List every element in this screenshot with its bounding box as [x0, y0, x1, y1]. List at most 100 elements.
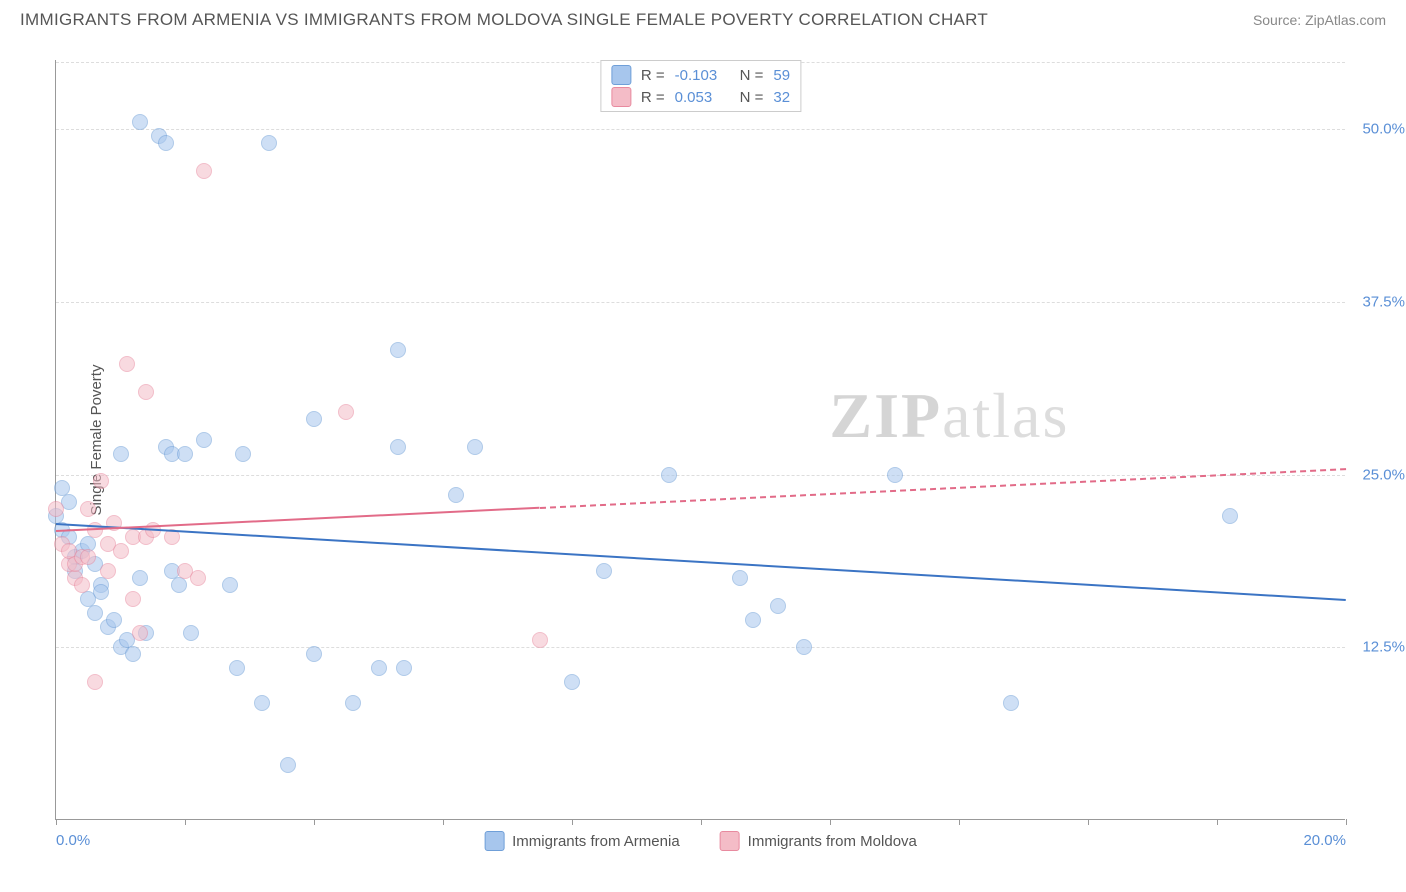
data-point-armenia [390, 439, 406, 455]
trend-line [56, 506, 540, 531]
data-point-moldova [74, 577, 90, 593]
series-legend-label: Immigrants from Armenia [512, 833, 680, 850]
data-point-armenia [1003, 695, 1019, 711]
x-tick [959, 819, 960, 825]
data-point-armenia [596, 563, 612, 579]
x-tick [56, 819, 57, 825]
data-point-armenia [261, 135, 277, 151]
data-point-armenia [306, 411, 322, 427]
legend-swatch [611, 65, 631, 85]
data-point-armenia [132, 114, 148, 130]
x-tick-label: 20.0% [1303, 832, 1346, 849]
data-point-armenia [183, 625, 199, 641]
legend-r-label: R = [641, 89, 665, 106]
y-tick-label: 25.0% [1350, 466, 1405, 483]
data-point-armenia [564, 674, 580, 690]
legend-swatch [611, 87, 631, 107]
legend-row-moldova: R = 0.053 N = 32 [611, 87, 790, 107]
data-point-moldova [196, 163, 212, 179]
data-point-moldova [119, 356, 135, 372]
data-point-armenia [448, 487, 464, 503]
data-point-moldova [125, 591, 141, 607]
legend-r-label: R = [641, 67, 665, 84]
x-tick [443, 819, 444, 825]
x-tick [701, 819, 702, 825]
watermark: ZIPatlas [829, 379, 1069, 453]
x-tick [1217, 819, 1218, 825]
data-point-armenia [229, 660, 245, 676]
data-point-armenia [661, 467, 677, 483]
data-point-armenia [106, 612, 122, 628]
gridline [56, 302, 1345, 303]
data-point-armenia [196, 432, 212, 448]
data-point-moldova [138, 384, 154, 400]
data-point-armenia [235, 446, 251, 462]
trend-line [56, 523, 1346, 601]
x-tick [1346, 819, 1347, 825]
data-point-armenia [306, 646, 322, 662]
data-point-armenia [371, 660, 387, 676]
data-point-moldova [532, 632, 548, 648]
x-tick-label: 0.0% [56, 832, 90, 849]
data-point-armenia [887, 467, 903, 483]
x-tick [1088, 819, 1089, 825]
data-point-armenia [177, 446, 193, 462]
gridline [56, 475, 1345, 476]
data-point-armenia [113, 446, 129, 462]
gridline [56, 647, 1345, 648]
data-point-armenia [93, 584, 109, 600]
data-point-armenia [171, 577, 187, 593]
data-point-armenia [132, 570, 148, 586]
correlation-legend: R = -0.103 N = 59 R = 0.053 N = 32 [600, 60, 801, 112]
series-legend-item-armenia: Immigrants from Armenia [484, 831, 680, 851]
data-point-armenia [222, 577, 238, 593]
x-tick [572, 819, 573, 825]
chart-title: IMMIGRANTS FROM ARMENIA VS IMMIGRANTS FR… [20, 10, 988, 30]
y-tick-label: 12.5% [1350, 639, 1405, 656]
data-point-armenia [796, 639, 812, 655]
series-legend: Immigrants from Armenia Immigrants from M… [484, 831, 917, 851]
scatter-chart: Single Female Poverty ZIPatlas R = -0.103… [55, 60, 1345, 820]
legend-swatch [484, 831, 504, 851]
data-point-moldova [80, 501, 96, 517]
data-point-armenia [125, 646, 141, 662]
data-point-moldova [113, 543, 129, 559]
legend-n-value: 32 [773, 89, 790, 106]
data-point-armenia [745, 612, 761, 628]
data-point-armenia [280, 757, 296, 773]
legend-n-value: 59 [773, 67, 790, 84]
legend-n-label: N = [740, 67, 764, 84]
data-point-armenia [1222, 508, 1238, 524]
y-tick-label: 50.0% [1350, 121, 1405, 138]
source-attribution: Source: ZipAtlas.com [1253, 12, 1386, 28]
x-tick [314, 819, 315, 825]
data-point-armenia [390, 342, 406, 358]
data-point-armenia [732, 570, 748, 586]
y-tick-label: 37.5% [1350, 293, 1405, 310]
legend-r-value: 0.053 [675, 89, 730, 106]
data-point-armenia [770, 598, 786, 614]
data-point-moldova [48, 501, 64, 517]
y-axis-label: Single Female Poverty [88, 364, 105, 515]
data-point-moldova [338, 404, 354, 420]
series-legend-label: Immigrants from Moldova [748, 833, 917, 850]
legend-n-label: N = [740, 89, 764, 106]
data-point-moldova [80, 549, 96, 565]
data-point-armenia [87, 605, 103, 621]
legend-row-armenia: R = -0.103 N = 59 [611, 65, 790, 85]
legend-r-value: -0.103 [675, 67, 730, 84]
x-tick [185, 819, 186, 825]
gridline [56, 129, 1345, 130]
data-point-armenia [396, 660, 412, 676]
data-point-moldova [100, 563, 116, 579]
data-point-moldova [93, 473, 109, 489]
data-point-armenia [345, 695, 361, 711]
data-point-moldova [190, 570, 206, 586]
data-point-armenia [467, 439, 483, 455]
data-point-moldova [87, 674, 103, 690]
data-point-moldova [132, 625, 148, 641]
data-point-armenia [254, 695, 270, 711]
x-tick [830, 819, 831, 825]
series-legend-item-moldova: Immigrants from Moldova [720, 831, 917, 851]
data-point-armenia [158, 135, 174, 151]
